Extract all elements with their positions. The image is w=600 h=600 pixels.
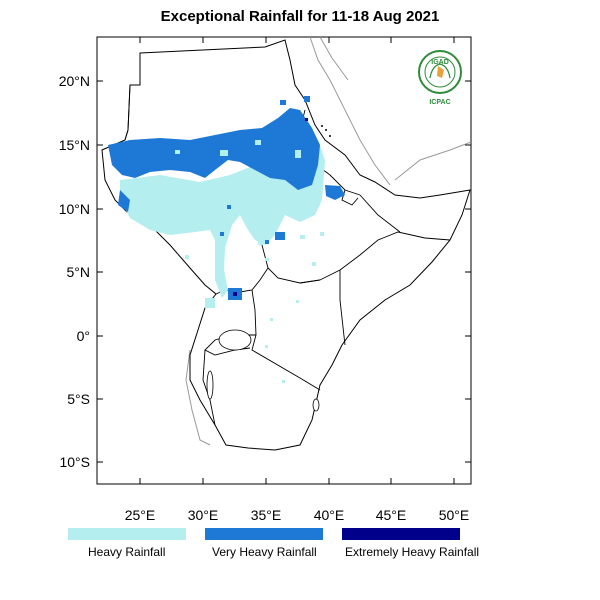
legend: Heavy Rainfall Very Heavy Rainfall Extre… <box>0 528 600 568</box>
logo-ring <box>418 50 462 94</box>
map-frame <box>96 36 472 485</box>
lon-label: 40°E <box>314 507 345 523</box>
lat-label: 15°N <box>59 137 90 153</box>
heavy-rainfall-speckles <box>140 140 301 191</box>
lat-label: 0° <box>77 328 90 344</box>
coastal-islands <box>321 125 331 137</box>
lon-label: 30°E <box>188 507 219 523</box>
lon-label: 50°E <box>439 507 470 523</box>
lat-label: 5°S <box>67 391 90 407</box>
legend-swatch-extremely-heavy <box>342 528 460 540</box>
lat-label: 5°N <box>67 264 91 280</box>
lat-label: 20°N <box>59 73 90 89</box>
logo-top-text: IGAD <box>431 59 449 66</box>
legend-label-extremely-heavy: Extremely Heavy Rainfall <box>345 545 480 559</box>
lat-label: 10°S <box>59 454 90 470</box>
logo-bottom-text: ICPAC <box>429 99 450 106</box>
lakes <box>206 205 320 412</box>
very-heavy-rainfall-area <box>108 96 345 300</box>
map-title: Exceptional Rainfall for 11-18 Aug 2021 <box>160 8 440 25</box>
extremely-heavy-rainfall-area <box>233 118 308 296</box>
legend-swatch-heavy <box>68 528 186 540</box>
legend-label-very-heavy: Very Heavy Rainfall <box>212 545 317 559</box>
lon-label: 35°E <box>251 507 282 523</box>
legend-swatch-very-heavy <box>205 528 323 540</box>
lon-label: 45°E <box>376 507 407 523</box>
igad-icpac-logo: IGAD ICPAC <box>416 48 464 106</box>
legend-label-heavy: Heavy Rainfall <box>88 545 166 559</box>
axis-ticks <box>97 37 471 484</box>
lat-label: 10°N <box>59 201 90 217</box>
lon-label: 25°E <box>125 507 156 523</box>
